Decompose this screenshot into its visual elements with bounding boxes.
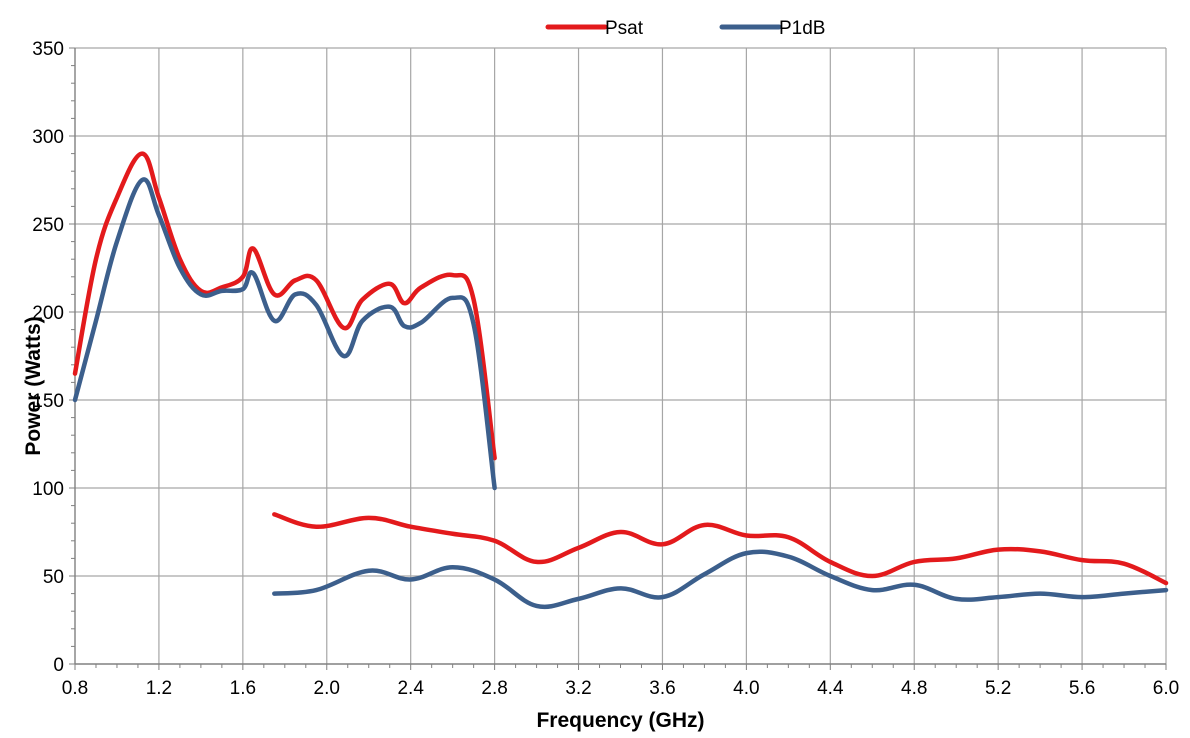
- series-line-p1db-segment-2: [272, 549, 1169, 609]
- x-tick-label: 1.2: [146, 678, 172, 699]
- x-tick-label: 6.0: [1153, 678, 1179, 699]
- x-tick-label: 3.2: [565, 678, 591, 699]
- grid-lines: [75, 47, 1167, 664]
- y-tick-label: 250: [32, 215, 64, 236]
- y-tick-label: 150: [32, 391, 64, 412]
- legend-item-psat: Psat: [545, 18, 644, 39]
- series-psat: [72, 151, 1169, 586]
- y-axis-title: Power (Watts): [22, 316, 45, 455]
- x-tick-label: 2.8: [481, 678, 507, 699]
- series-p1db: [72, 177, 1169, 609]
- y-tick-label: 50: [43, 567, 64, 588]
- series-line-p1db-segment-1: [72, 177, 497, 491]
- x-tick-label: 2.4: [397, 678, 424, 699]
- y-tick-label: 200: [32, 303, 64, 324]
- x-tick-label: 4.0: [733, 678, 759, 699]
- x-axis-title: Frequency (GHz): [536, 709, 704, 732]
- axes: 0 50 100 150 200 250 300 350 0.8 1.2 1.6 2.0 2.4 2.8 3…: [32, 39, 1179, 699]
- y-tick-label: 0: [53, 655, 64, 676]
- x-tick-label: 2.0: [314, 678, 340, 699]
- y-tick-label: 300: [32, 127, 64, 148]
- x-tick-label: 3.6: [649, 678, 675, 699]
- x-tick-label: 5.2: [985, 678, 1011, 699]
- legend-item-p1db: P1dB: [719, 18, 825, 39]
- x-tick-label: 4.4: [817, 678, 844, 699]
- x-tick-label: 4.8: [901, 678, 927, 699]
- legend-label: P1dB: [779, 18, 825, 39]
- x-tick-label: 0.8: [62, 678, 88, 699]
- series-line-psat-segment-1: [72, 151, 497, 461]
- y-tick-label: 100: [32, 479, 64, 500]
- series-line-psat-segment-2: [272, 512, 1169, 586]
- y-tick-label: 350: [32, 39, 64, 60]
- legend-label: Psat: [605, 18, 644, 39]
- x-tick-label: 1.6: [230, 678, 256, 699]
- x-tick-label: 5.6: [1069, 678, 1095, 699]
- legend: Psat P1dB: [545, 18, 825, 39]
- series-lines: [72, 151, 1169, 609]
